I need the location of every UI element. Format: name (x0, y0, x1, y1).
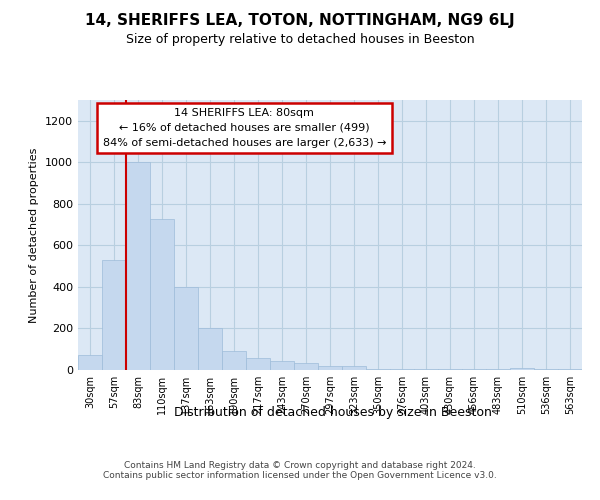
Bar (366, 369, 390, 370)
Bar (438, 369, 462, 370)
Bar (534, 369, 558, 370)
Bar (510, 368, 534, 370)
Bar (126, 162, 150, 370)
Text: Size of property relative to detached houses in Beeston: Size of property relative to detached ho… (125, 32, 475, 46)
Bar (462, 369, 486, 370)
Bar (486, 369, 510, 370)
Text: Distribution of detached houses by size in Beeston: Distribution of detached houses by size … (174, 406, 492, 419)
Text: 14, SHERIFFS LEA, TOTON, NOTTINGHAM, NG9 6LJ: 14, SHERIFFS LEA, TOTON, NOTTINGHAM, NG9… (85, 12, 515, 28)
Text: Contains HM Land Registry data © Crown copyright and database right 2024.
Contai: Contains HM Land Registry data © Crown c… (103, 460, 497, 480)
Bar (318, 366, 342, 370)
Y-axis label: Number of detached properties: Number of detached properties (29, 148, 40, 322)
Bar (390, 369, 414, 370)
Bar (246, 358, 270, 370)
Bar (342, 366, 366, 370)
Bar (102, 260, 126, 370)
Bar (222, 352, 246, 370)
Bar (198, 328, 222, 370)
Bar (558, 369, 582, 370)
Bar (150, 220, 174, 370)
Text: 14 SHERIFFS LEA: 80sqm
← 16% of detached houses are smaller (499)
84% of semi-de: 14 SHERIFFS LEA: 80sqm ← 16% of detached… (103, 108, 386, 148)
Bar (270, 360, 294, 370)
Bar (414, 369, 438, 370)
Bar (78, 356, 102, 370)
Bar (294, 362, 318, 370)
Bar (174, 287, 198, 370)
